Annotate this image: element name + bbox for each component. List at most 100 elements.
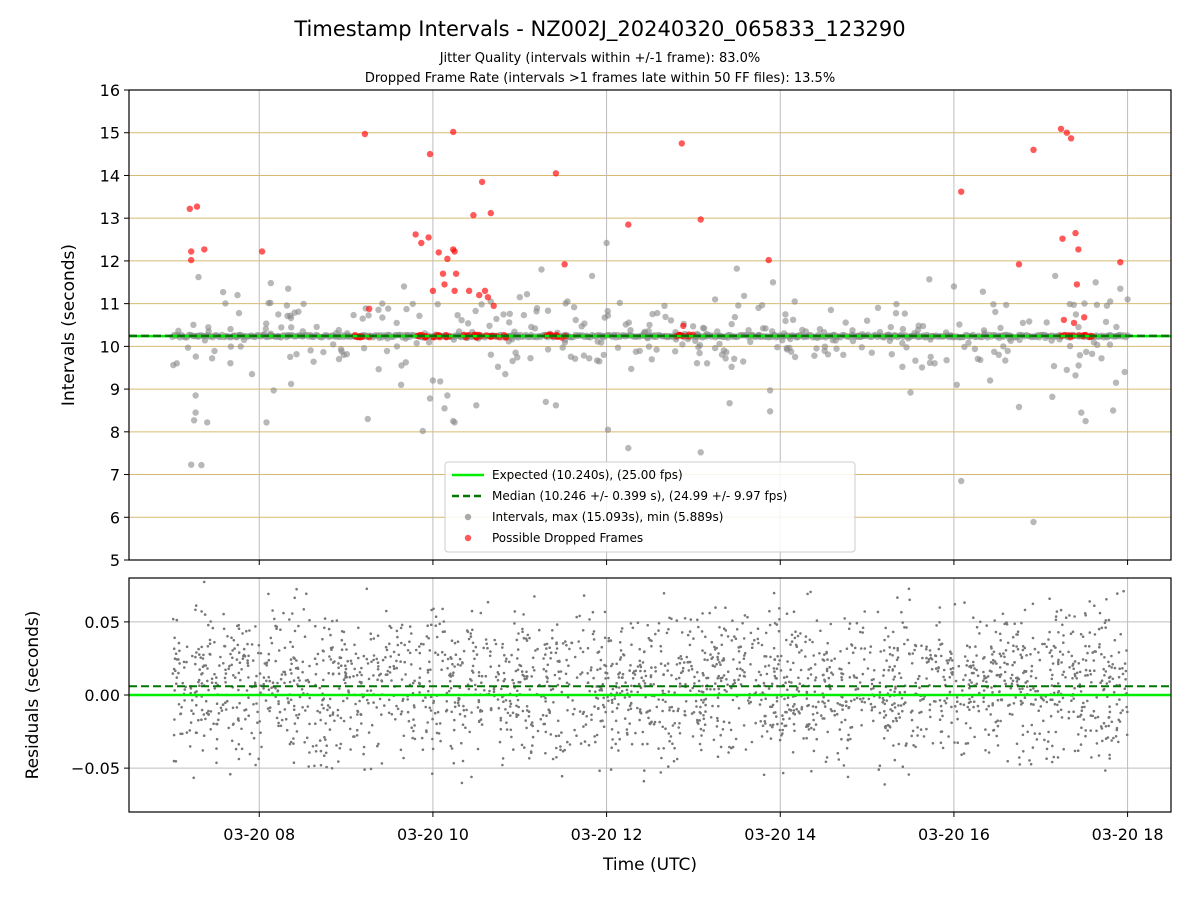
residual-point [343, 643, 346, 646]
residual-point [227, 727, 230, 730]
residual-point [242, 657, 245, 660]
residual-point [791, 634, 794, 637]
residual-point [657, 698, 660, 701]
residual-point [343, 631, 346, 634]
residual-point [267, 707, 270, 710]
residual-point [850, 700, 853, 703]
dropped-frame-point [958, 189, 964, 195]
residual-point [640, 676, 643, 679]
interval-point [271, 387, 277, 393]
residual-point [954, 603, 957, 606]
residual-point [565, 659, 568, 662]
residual-point [760, 674, 763, 677]
residual-point [319, 719, 322, 722]
residual-point [443, 620, 446, 623]
residual-point [996, 674, 999, 677]
residual-point [278, 649, 281, 652]
interval-point [238, 343, 244, 349]
residual-point [457, 663, 460, 666]
interval-point [701, 325, 707, 331]
residual-point [781, 714, 784, 717]
dropped-frame-point [1071, 320, 1077, 326]
interval-point [344, 351, 350, 357]
residual-point [290, 672, 293, 675]
residual-point [562, 642, 565, 645]
residual-point [603, 706, 606, 709]
residual-point [792, 662, 795, 665]
residual-point [639, 711, 642, 714]
interval-point [907, 389, 913, 395]
residual-point [856, 622, 859, 625]
residual-point [363, 655, 366, 658]
residual-point [789, 668, 792, 671]
residual-point [793, 723, 796, 726]
interval-point [379, 300, 385, 306]
residual-point [1119, 633, 1122, 636]
residual-point [846, 747, 849, 750]
residual-point [794, 637, 797, 640]
residual-point [376, 678, 379, 681]
residual-point [749, 663, 752, 666]
residual-point [966, 644, 969, 647]
legend: Expected (10.240s), (25.00 fps) Median (… [445, 462, 855, 552]
dropped-frame-point [259, 248, 265, 254]
residual-point [713, 646, 716, 649]
residual-point [403, 735, 406, 738]
residual-point [947, 735, 950, 738]
residual-point [372, 701, 375, 704]
interval-point [1093, 279, 1099, 285]
residual-point [259, 731, 262, 734]
residual-point [558, 660, 561, 663]
residual-point [661, 690, 664, 693]
residual-point [860, 724, 863, 727]
residual-point [1012, 636, 1015, 639]
residual-point [690, 665, 693, 668]
interval-point [506, 319, 512, 325]
residual-point [929, 654, 932, 657]
residual-point [258, 644, 261, 647]
residual-point [1060, 709, 1063, 712]
residual-point [447, 658, 450, 661]
residual-point [916, 726, 919, 729]
residual-point [891, 710, 894, 713]
residual-point [607, 640, 610, 643]
residual-point [1022, 649, 1025, 652]
interval-point [1089, 351, 1095, 357]
residual-point [435, 723, 438, 726]
residual-point [257, 758, 260, 761]
residual-point [601, 646, 604, 649]
residual-point [225, 672, 228, 675]
residual-point [622, 673, 625, 676]
residual-point [888, 725, 891, 728]
residual-point [192, 712, 195, 715]
residual-point [590, 714, 593, 717]
residual-point [611, 728, 614, 731]
residual-point [940, 710, 943, 713]
residual-point [950, 668, 953, 671]
dropped-frame-point [1074, 281, 1080, 287]
interval-point [1122, 369, 1128, 375]
residual-point [419, 667, 422, 670]
residual-point [897, 713, 900, 716]
residual-point [366, 690, 369, 693]
interval-point [450, 418, 456, 424]
residual-point [215, 762, 218, 765]
residual-point [795, 708, 798, 711]
residual-point [764, 665, 767, 668]
residual-point [1058, 701, 1061, 704]
residual-point [247, 714, 250, 717]
residual-point [604, 711, 607, 714]
residual-point [831, 710, 834, 713]
residual-point [833, 710, 836, 713]
residual-point [418, 676, 421, 679]
residual-point [1108, 754, 1111, 757]
residual-point [1108, 680, 1111, 683]
residual-point [635, 670, 638, 673]
residual-point [528, 757, 531, 760]
interval-point [903, 344, 909, 350]
residual-point [698, 690, 701, 693]
residual-point [1029, 689, 1032, 692]
residual-point [359, 713, 362, 716]
residual-point [1079, 671, 1082, 674]
residual-point [778, 618, 781, 621]
